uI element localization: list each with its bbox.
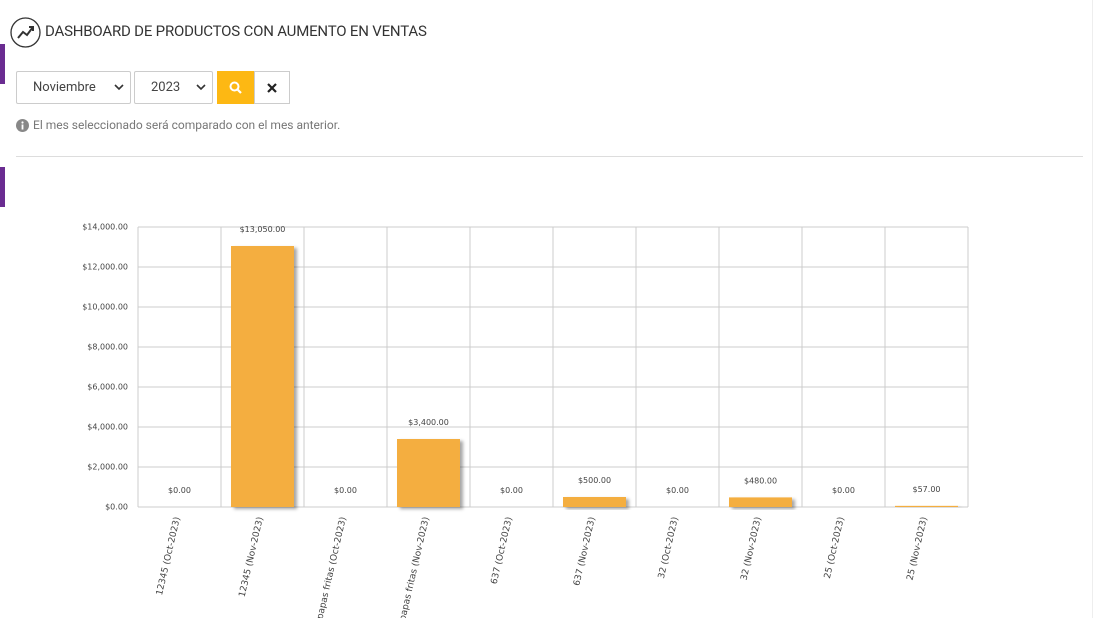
bar <box>729 497 792 507</box>
value-label: $0.00 <box>168 486 191 495</box>
value-label: $480.00 <box>744 476 777 485</box>
year-select[interactable]: 2023 <box>134 71 213 104</box>
info-icon <box>16 119 29 132</box>
search-button[interactable] <box>217 71 254 104</box>
x-tick-label: papas fritas (Oct-2023) <box>316 516 349 618</box>
x-tick-label: papas fritas (Nov-2023) <box>398 516 432 618</box>
bar <box>397 439 460 507</box>
y-tick-label: $12,000.00 <box>82 263 128 272</box>
accent-bar <box>0 167 5 207</box>
header-icon <box>10 17 41 48</box>
value-label: $0.00 <box>500 486 523 495</box>
chevron <box>114 84 124 91</box>
x-tick-label: 32 (Nov-2023) <box>740 516 764 581</box>
bar <box>895 505 958 507</box>
value-label: $0.00 <box>832 486 855 495</box>
separator <box>16 156 1083 157</box>
accent-bar <box>0 44 5 84</box>
clear-button[interactable] <box>254 71 290 104</box>
value-label: $0.00 <box>334 486 357 495</box>
value-label: $57.00 <box>913 485 941 494</box>
x-tick-label: 637 (Oct-2023) <box>490 516 515 585</box>
hint: El mes seleccionado será comparado con e… <box>33 118 341 132</box>
year-value: 2023 <box>151 80 181 95</box>
y-tick-label: $2,000.00 <box>87 463 128 472</box>
y-tick-label: $8,000.00 <box>87 343 128 352</box>
value-label: $3,400.00 <box>408 418 449 427</box>
bar <box>231 246 294 507</box>
divider <box>1092 0 1093 618</box>
value-label: $13,050.00 <box>240 225 286 234</box>
page-title: DASHBOARD DE PRODUCTOS CON AUMENTO EN VE… <box>45 22 427 40</box>
x-tick-label: 25 (Oct-2023) <box>823 516 847 580</box>
value-label: $0.00 <box>666 486 689 495</box>
y-tick-label: $10,000.00 <box>82 303 128 312</box>
chevron <box>196 84 206 91</box>
x-tick-label: 637 (Nov-2023) <box>572 516 598 587</box>
y-tick-label: $0.00 <box>105 503 128 512</box>
y-tick-label: $14,000.00 <box>82 223 128 232</box>
x-tick-label: 32 (Oct-2023) <box>657 516 681 580</box>
y-tick-label: $6,000.00 <box>87 383 128 392</box>
value-label: $500.00 <box>578 476 611 485</box>
month-value: Noviembre <box>33 80 96 95</box>
x-tick-label: 12345 (Oct-2023) <box>155 516 183 596</box>
y-tick-label: $4,000.00 <box>87 423 128 432</box>
x-tick-label: 12345 (Nov-2023) <box>238 516 266 598</box>
clear-icon <box>267 82 277 93</box>
bar <box>563 497 626 507</box>
x-tick-label: 25 (Nov-2023) <box>906 516 930 581</box>
search-icon <box>229 81 242 94</box>
month-select[interactable]: Noviembre <box>16 71 131 104</box>
